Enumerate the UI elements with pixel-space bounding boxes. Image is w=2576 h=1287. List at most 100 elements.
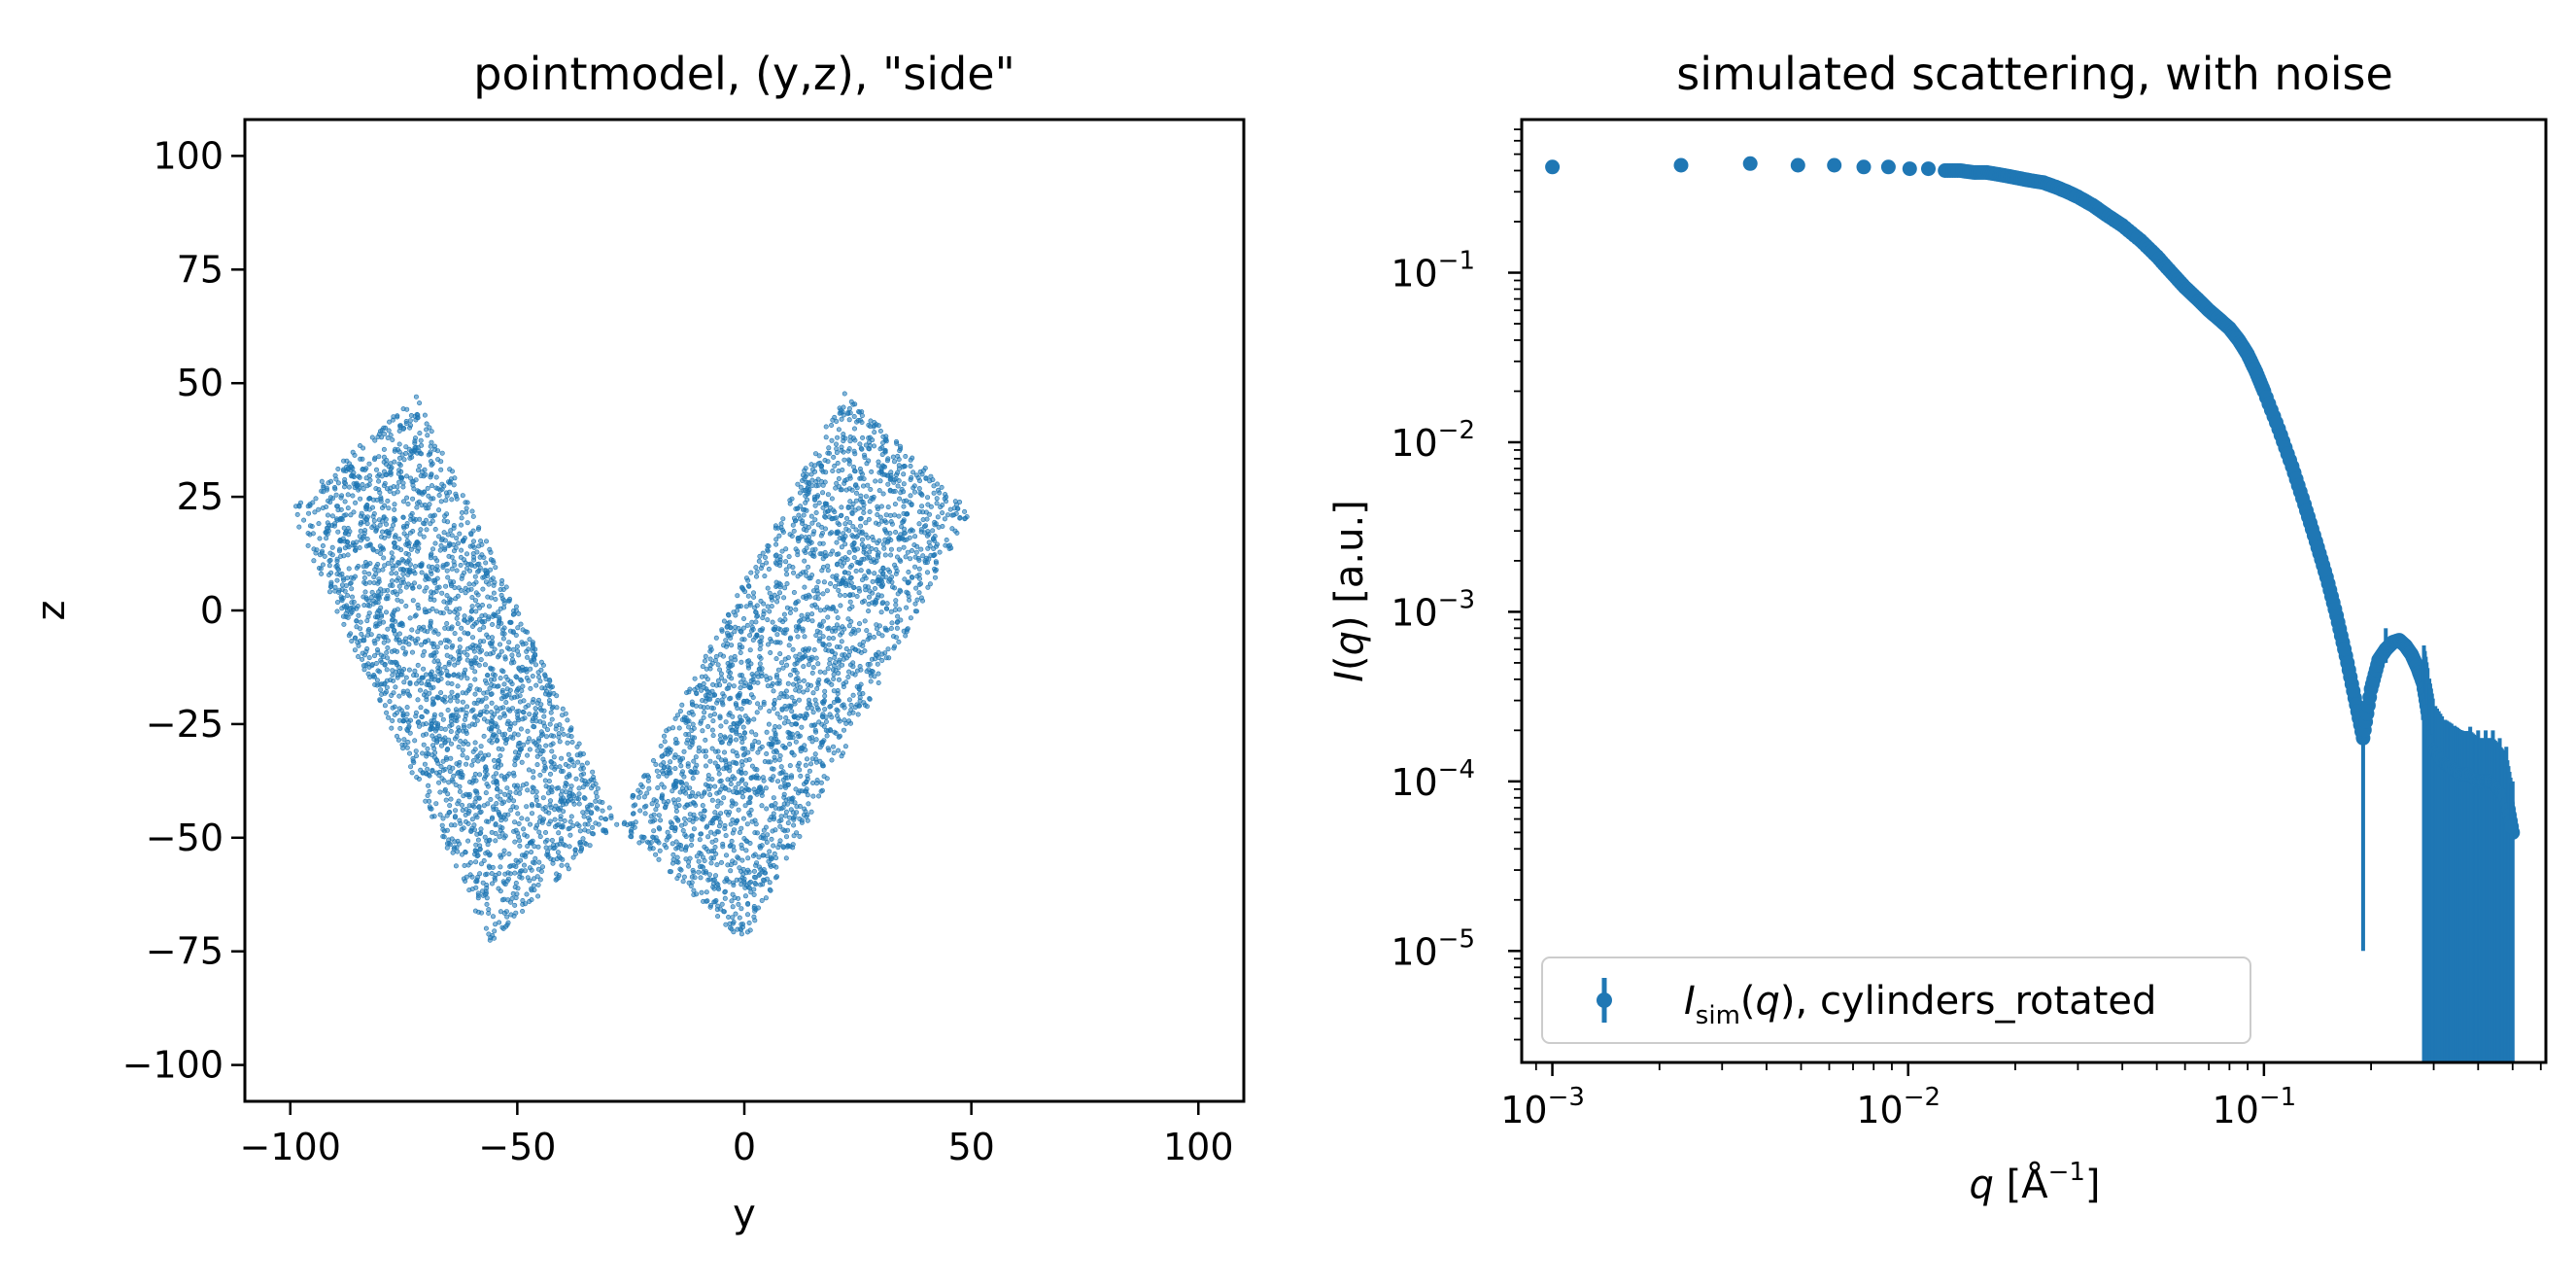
- scatter-point: [646, 785, 652, 791]
- scatter-point: [741, 730, 747, 736]
- scatter-point: [771, 688, 776, 694]
- scatter-point: [365, 632, 371, 638]
- scatter-point: [559, 755, 565, 761]
- scatter-point: [361, 579, 367, 585]
- scatter-point: [666, 834, 671, 840]
- scatter-point: [802, 634, 807, 640]
- scatter-point: [845, 571, 851, 576]
- scatter-point: [472, 848, 478, 853]
- scatter-point: [349, 609, 355, 615]
- scatter-point: [713, 635, 719, 641]
- scatter-point: [747, 647, 753, 653]
- scatter-point: [455, 801, 461, 807]
- scatter-point: [770, 619, 775, 625]
- scatter-point: [743, 757, 749, 763]
- scatter-point: [848, 702, 854, 708]
- scatter-point: [503, 700, 509, 706]
- scatter-point: [479, 613, 485, 619]
- scatter-point: [449, 566, 455, 572]
- scatter-point: [842, 435, 848, 441]
- scatter-point: [410, 528, 416, 534]
- scatter-point: [525, 654, 531, 660]
- scatter-point: [587, 817, 593, 823]
- scatter-point: [727, 663, 733, 669]
- scatter-point: [888, 552, 894, 558]
- scatter-point: [800, 626, 806, 632]
- scatter-point: [836, 716, 841, 722]
- scatter-point: [731, 683, 737, 689]
- scatter-point: [746, 920, 752, 925]
- scatter-point: [366, 481, 372, 487]
- scatter-point: [412, 435, 418, 441]
- scatter-point: [773, 583, 779, 589]
- scatter-point: [793, 653, 799, 659]
- scatter-point: [393, 684, 398, 690]
- scatter-point: [477, 772, 483, 778]
- scatter-point: [815, 522, 821, 528]
- scatter-point: [385, 498, 391, 504]
- scatter-point: [886, 578, 892, 584]
- scatter-point: [699, 793, 704, 799]
- scatter-point: [329, 496, 335, 502]
- scatter-point: [686, 817, 692, 822]
- scatter-point: [659, 768, 665, 774]
- scatter-point: [524, 891, 530, 897]
- scatter-point: [459, 802, 464, 808]
- scatter-point: [718, 671, 724, 677]
- scatter-point: [816, 793, 822, 799]
- scatter-point: [490, 735, 496, 741]
- scatter-point: [937, 549, 943, 555]
- scatter-point: [341, 484, 347, 490]
- scatter-point: [511, 798, 517, 804]
- scatter-point: [385, 638, 391, 644]
- scatter-point: [925, 529, 931, 535]
- scatter-point: [548, 710, 554, 715]
- scatter-point: [728, 821, 734, 827]
- scatter-point: [481, 857, 487, 863]
- scatter-point: [560, 802, 566, 808]
- scatter-point: [881, 464, 887, 470]
- scatter-point: [786, 563, 792, 569]
- scatter-point: [483, 560, 489, 566]
- scatter-point: [395, 560, 401, 566]
- scatter-point: [794, 670, 800, 676]
- scatter-point: [816, 677, 822, 682]
- scatter-point: [946, 542, 952, 548]
- scatter-point: [787, 815, 793, 820]
- scatter-point: [487, 546, 493, 552]
- scatter-point: [510, 890, 516, 896]
- scatter-point: [448, 822, 454, 828]
- scatter-point: [371, 653, 377, 659]
- scatter-point: [475, 895, 481, 901]
- scatter-point: [704, 889, 709, 895]
- scatter-point: [753, 821, 759, 827]
- scatter-point: [463, 713, 468, 719]
- scatter-point: [891, 459, 897, 465]
- scatter-point: [481, 716, 487, 722]
- scatter-point: [860, 483, 866, 489]
- scatter-point: [665, 748, 670, 753]
- scatter-point: [739, 644, 745, 650]
- scatter-point: [829, 422, 835, 428]
- scatter-point: [779, 548, 785, 554]
- scatter-point: [759, 792, 765, 798]
- scatter-point: [741, 880, 747, 886]
- scatter-point: [513, 895, 519, 901]
- scatter-point: [483, 872, 489, 878]
- scatter-point: [498, 753, 503, 759]
- scatter-point: [581, 795, 587, 801]
- scatter-point: [678, 867, 684, 873]
- scatter-point: [343, 614, 349, 620]
- scatter-point: [744, 912, 750, 918]
- scatter-point: [372, 455, 378, 461]
- scatter-point: [460, 493, 465, 499]
- scatter-point: [709, 660, 715, 666]
- scatter-point: [740, 625, 746, 631]
- scatter-point: [537, 772, 543, 778]
- scatter-point: [911, 542, 917, 548]
- scatter-point: [751, 868, 757, 874]
- scatter-point: [822, 501, 828, 506]
- scatter-point: [378, 657, 384, 663]
- scatter-point: [730, 830, 736, 836]
- scatter-point: [662, 739, 668, 745]
